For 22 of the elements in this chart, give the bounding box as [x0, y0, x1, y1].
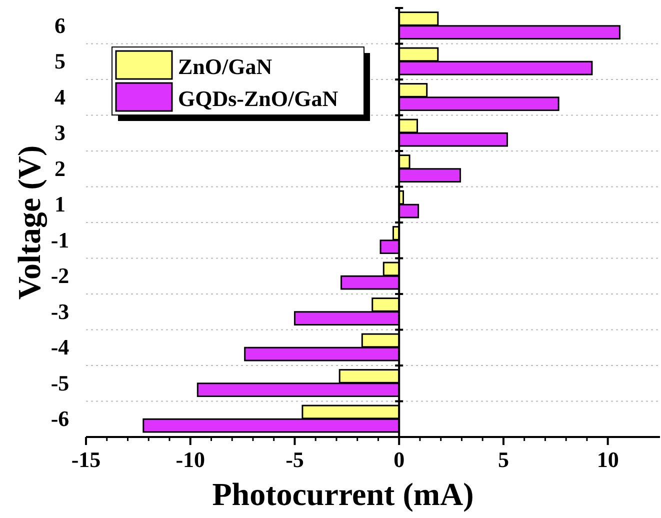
- y-tick-label: -3: [50, 298, 70, 324]
- x-tick-label: -5: [286, 447, 304, 472]
- x-tick-label: -15: [71, 447, 101, 472]
- x-tick-label: -10: [176, 447, 206, 472]
- x-axis-title: Photocurrent (mA): [212, 476, 474, 512]
- y-tick-label: -5: [50, 370, 70, 396]
- y-tick-label: 4: [54, 84, 66, 110]
- y-tick-label: -6: [50, 406, 70, 432]
- y-tick-label: 1: [54, 192, 66, 217]
- x-tick-label: 10: [596, 447, 619, 472]
- legend-label: GQDs-ZnO/GaN: [178, 86, 338, 111]
- y-tick-label: -2: [50, 263, 70, 288]
- y-tick-label: -4: [50, 334, 70, 360]
- y-tick-label: 6: [54, 12, 66, 38]
- x-tick-label: 5: [498, 447, 509, 472]
- y-tick-label: -1: [50, 227, 70, 252]
- y-tick-label: 3: [54, 120, 66, 146]
- y-axis-title: Voltage (V): [11, 145, 48, 300]
- x-tick-label: 0: [394, 447, 405, 472]
- legend-label: ZnO/GaN: [178, 54, 272, 79]
- y-tick-label: 5: [54, 48, 66, 74]
- y-tick-label: 2: [54, 156, 66, 181]
